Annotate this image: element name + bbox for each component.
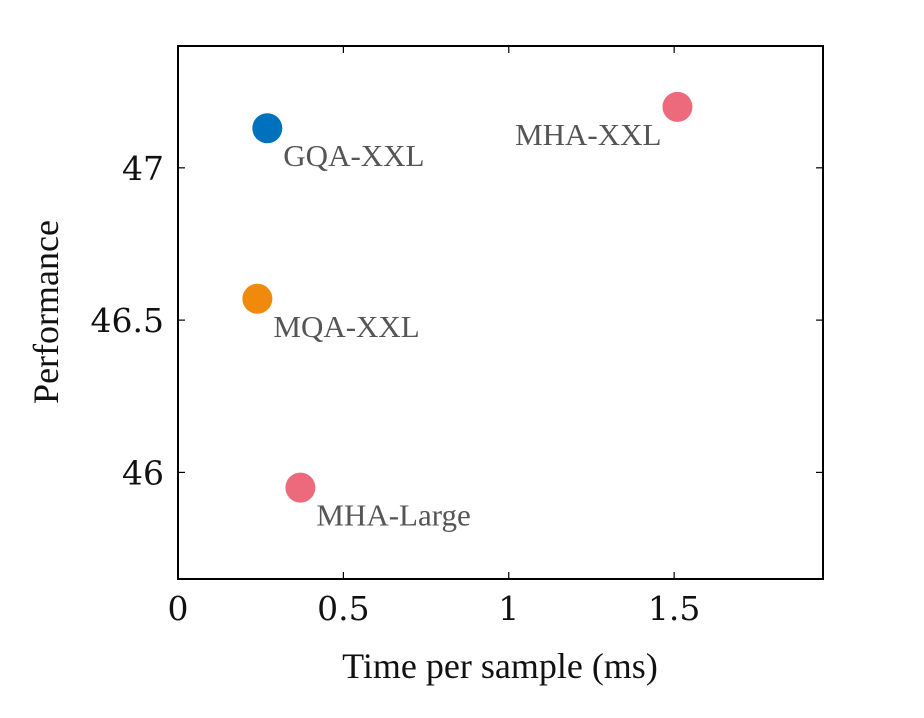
data-label-gqa-xxl: GQA-XXL <box>283 138 424 173</box>
y-tick-label: 46.5 <box>91 301 164 340</box>
x-axis-title: Time per sample (ms) <box>342 646 658 686</box>
data-label-mqa-xxl: MQA-XXL <box>273 309 419 344</box>
data-point-gqa-xxl <box>252 113 283 144</box>
x-tick-label: 0.5 <box>317 589 369 628</box>
y-tick-label: 46 <box>122 453 164 492</box>
y-axis-title: Performance <box>26 220 66 404</box>
data-label-mha-large: MHA-Large <box>316 498 470 533</box>
data-point-mha-large <box>285 472 316 503</box>
x-tick-label: 1 <box>498 589 519 628</box>
data-point-mha-xxl <box>662 91 693 122</box>
plot-frame <box>177 45 824 580</box>
data-label-mha-xxl: MHA-XXL <box>515 117 661 152</box>
x-tick-label: 1.5 <box>648 589 700 628</box>
axis-ticks: 0 0.5 1 1.5 46 46.5 47 <box>91 46 823 628</box>
data-point-mqa-xxl <box>242 283 273 314</box>
data-points <box>242 91 693 503</box>
y-tick-label: 47 <box>122 149 164 188</box>
x-tick-label: 0 <box>168 589 189 628</box>
data-labels: GQA-XXL MHA-XXL MQA-XXL MHA-Large <box>273 117 661 533</box>
